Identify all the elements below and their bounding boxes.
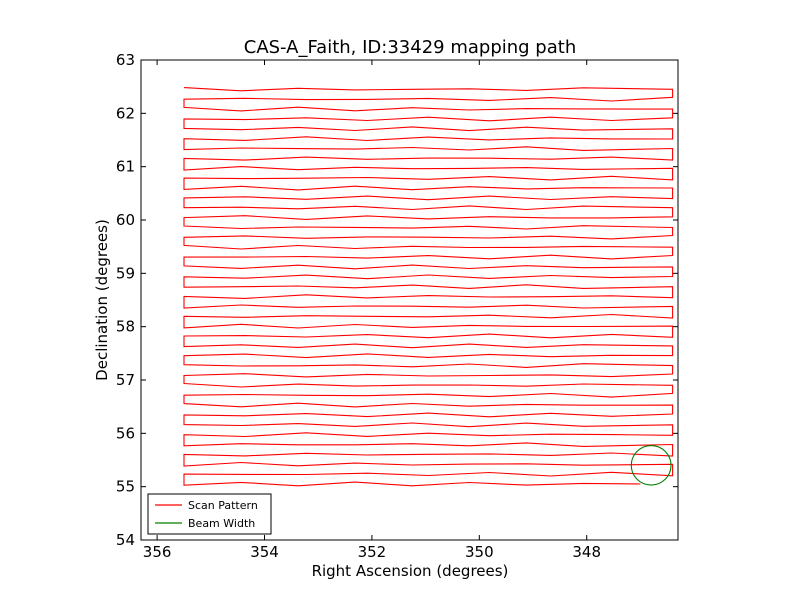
- x-tick-label: 348: [572, 543, 601, 561]
- x-axis-label: Right Ascension (degrees): [312, 562, 509, 580]
- x-axis-ticks: 356 354 352 350 348: [143, 60, 601, 561]
- plot-area: [183, 87, 674, 487]
- y-tick-label: 55: [116, 478, 135, 496]
- y-tick-label: 60: [116, 211, 135, 229]
- y-tick-label: 54: [116, 531, 135, 549]
- x-tick-label: 352: [358, 543, 387, 561]
- legend-scan-label: Scan Pattern: [188, 499, 258, 512]
- y-tick-label: 62: [116, 104, 135, 122]
- x-tick-label: 350: [465, 543, 494, 561]
- y-tick-label: 57: [116, 371, 135, 389]
- legend-beam-label: Beam Width: [188, 517, 255, 530]
- x-tick-label: 356: [143, 543, 172, 561]
- y-axis-label: Declination (degrees): [93, 219, 111, 381]
- x-tick-label: 354: [250, 543, 279, 561]
- y-tick-label: 59: [116, 264, 135, 282]
- chart-title: CAS-A_Faith, ID:33429 mapping path: [244, 37, 576, 58]
- plot-frame: [140, 59, 679, 541]
- y-tick-label: 61: [116, 158, 135, 176]
- legend: Scan Pattern Beam Width: [147, 493, 272, 535]
- y-tick-label: 63: [116, 51, 135, 69]
- y-tick-label: 58: [116, 318, 135, 336]
- legend-box: [147, 493, 272, 535]
- y-axis-ticks: 54 55 56 57 58 59 60 61 62 63: [116, 51, 678, 549]
- scan-pattern-line: [183, 87, 674, 487]
- beam-width-circle: [630, 445, 672, 486]
- y-tick-label: 56: [116, 424, 135, 442]
